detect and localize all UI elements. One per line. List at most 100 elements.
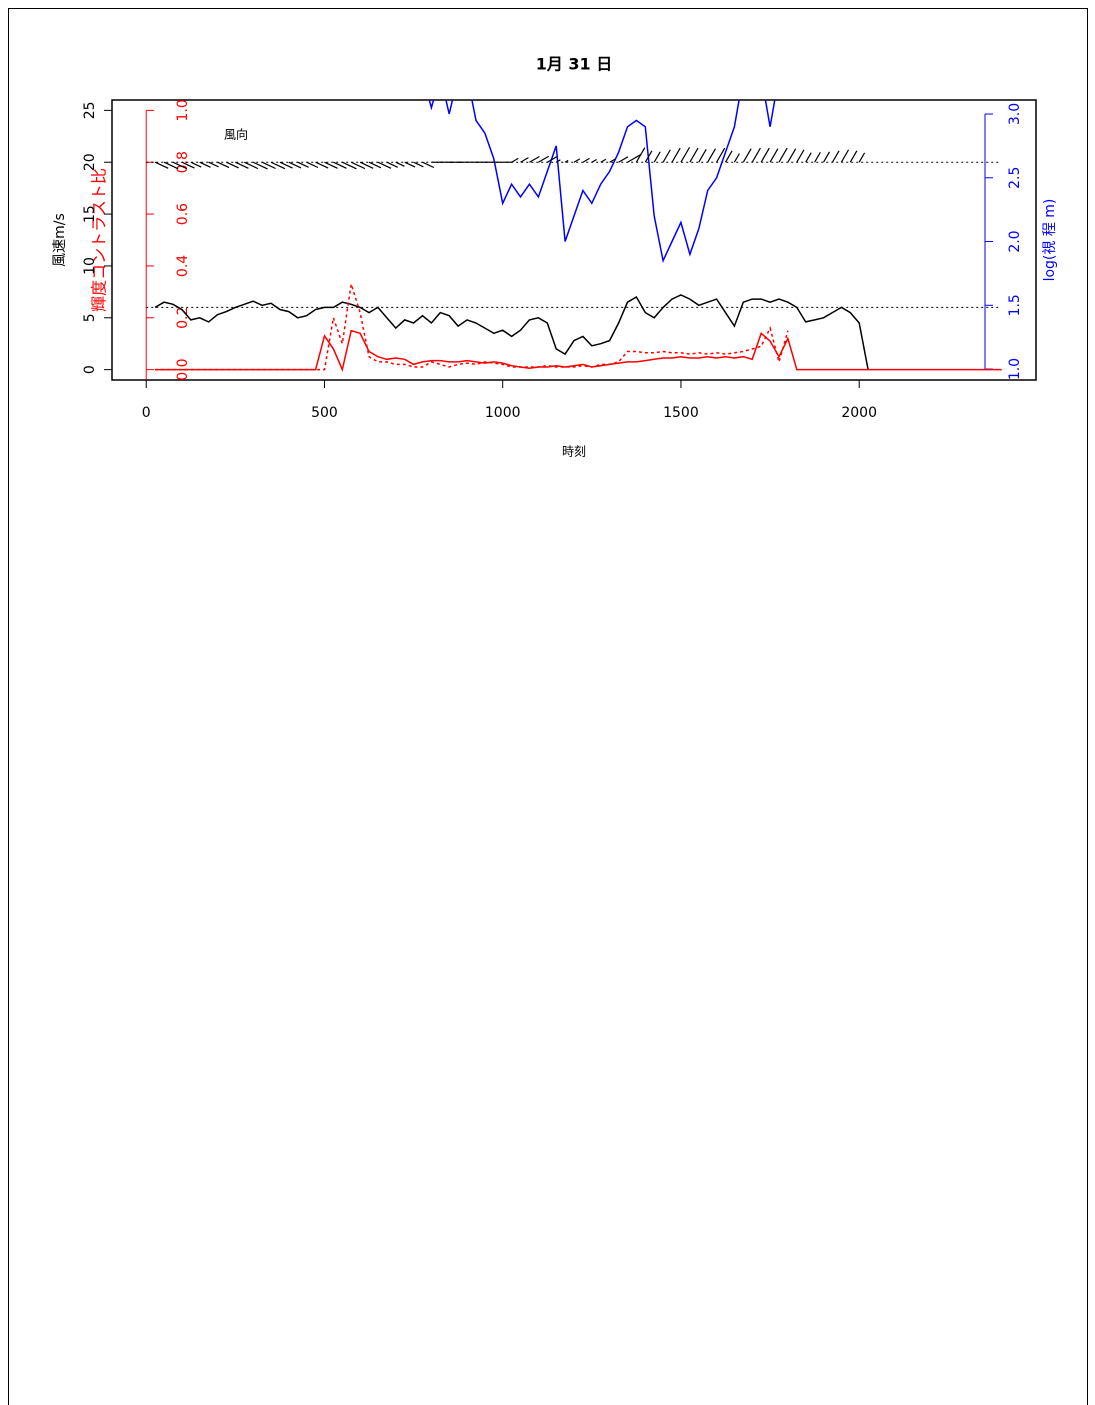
wind-barb xyxy=(760,147,770,163)
y-tick-label: 25 xyxy=(82,101,98,119)
wind-barb xyxy=(724,150,733,163)
wind-barb xyxy=(261,161,276,170)
wind-barb xyxy=(849,150,858,163)
wind-barb xyxy=(395,161,405,167)
wind-barb xyxy=(252,161,268,170)
wind-barb xyxy=(814,151,821,163)
wind-barb xyxy=(573,158,581,163)
wind-barb xyxy=(716,147,726,163)
y3-tick-label: 3.0 xyxy=(1007,103,1023,125)
wind-barb xyxy=(733,153,740,163)
wind-barb xyxy=(591,158,597,163)
wind-barb xyxy=(662,149,671,163)
wind-barb xyxy=(805,152,812,163)
wind-barb xyxy=(288,161,302,169)
series-line xyxy=(155,283,789,371)
wind-barb xyxy=(368,161,382,169)
wind-barb xyxy=(653,151,661,163)
x-tick-label: 500 xyxy=(311,405,338,421)
y-tick-label: 0 xyxy=(82,365,98,374)
wind-barb xyxy=(831,150,840,163)
wind-barb xyxy=(609,158,616,163)
y-tick-label: 10 xyxy=(82,257,98,275)
chart-title: 1月 31 日 xyxy=(536,55,613,74)
wind-barb xyxy=(244,161,259,170)
series-line xyxy=(155,329,1002,373)
y3-tick-label: 1.0 xyxy=(1007,358,1023,380)
wind-barb xyxy=(359,161,374,169)
y2-tick-label: 0.4 xyxy=(175,255,191,277)
wind-barb xyxy=(270,161,286,170)
wind-barb xyxy=(689,147,699,163)
wind-barb xyxy=(404,161,416,168)
wind-barb xyxy=(529,155,540,163)
wind-barb xyxy=(600,158,607,163)
series-line xyxy=(428,100,776,264)
series-line xyxy=(154,294,869,370)
wind-barb xyxy=(564,159,569,163)
y3-axis-label: log(視 程 m) xyxy=(1042,199,1058,282)
wind-barb xyxy=(235,161,249,169)
wind-barb xyxy=(698,149,707,163)
wind-barb xyxy=(413,161,424,168)
x-tick-label: 1500 xyxy=(663,405,699,421)
wind-barb xyxy=(350,161,366,170)
x-tick-label: 2000 xyxy=(841,405,877,421)
wind-barb xyxy=(520,157,529,163)
plot-frame xyxy=(111,99,1037,381)
plot-area xyxy=(146,100,1002,373)
page-frame xyxy=(8,8,1088,1405)
wind-barb xyxy=(858,152,866,163)
wind-barb xyxy=(751,147,761,163)
wind-barb xyxy=(680,146,691,163)
wind-barb xyxy=(796,149,805,163)
wind-barb xyxy=(644,150,653,163)
wind-barb xyxy=(546,156,557,163)
wind-barb xyxy=(297,161,309,168)
y-axis-label: 風速m/s xyxy=(52,213,68,267)
wind-barb xyxy=(555,159,561,163)
wind-barb xyxy=(538,155,550,163)
y2-axis-label: 輝度コントラスト比 xyxy=(90,168,109,312)
wind-barb xyxy=(778,147,788,163)
wind-barb xyxy=(671,147,681,163)
wind-barb xyxy=(315,161,329,169)
x-axis-label: 時刻 xyxy=(562,445,586,459)
wind-barb xyxy=(154,161,169,169)
wind-barb xyxy=(511,157,519,163)
wind-barb xyxy=(627,153,642,163)
wind-barb xyxy=(635,147,646,163)
x-tick-label: 0 xyxy=(142,405,151,421)
wind-barb xyxy=(840,149,850,163)
wind-barb xyxy=(324,161,338,169)
wind-barb xyxy=(163,161,179,170)
wind-barb xyxy=(769,148,779,163)
x-tick-label: 1000 xyxy=(485,405,521,421)
wind-barb xyxy=(199,161,211,168)
wind-barb xyxy=(217,161,230,169)
y2-tick-label: 0.2 xyxy=(175,307,191,329)
y-tick-label: 15 xyxy=(82,205,98,223)
y3-tick-label: 1.5 xyxy=(1007,294,1023,316)
wind-barb xyxy=(172,161,187,170)
wind-barb xyxy=(377,161,392,169)
wind-barb xyxy=(386,161,398,168)
wind-barb xyxy=(582,157,590,163)
wind-barb xyxy=(742,148,752,163)
y2-tick-label: 0.6 xyxy=(175,203,191,225)
wind-barb xyxy=(208,161,219,168)
wind-barb xyxy=(306,161,319,169)
y2-tick-label: 1.0 xyxy=(175,99,191,121)
wind-barb xyxy=(190,161,202,168)
annotation: 風向 xyxy=(224,127,248,142)
wind-barb xyxy=(422,161,435,169)
wind-barb xyxy=(707,148,717,163)
wind-barb xyxy=(618,156,629,163)
y3-tick-label: 2.0 xyxy=(1007,230,1023,252)
y-tick-label: 5 xyxy=(82,313,98,322)
wind-barb xyxy=(181,161,195,169)
wind-barb xyxy=(279,161,293,169)
wind-barb xyxy=(787,148,797,163)
wind-barb xyxy=(823,151,831,163)
